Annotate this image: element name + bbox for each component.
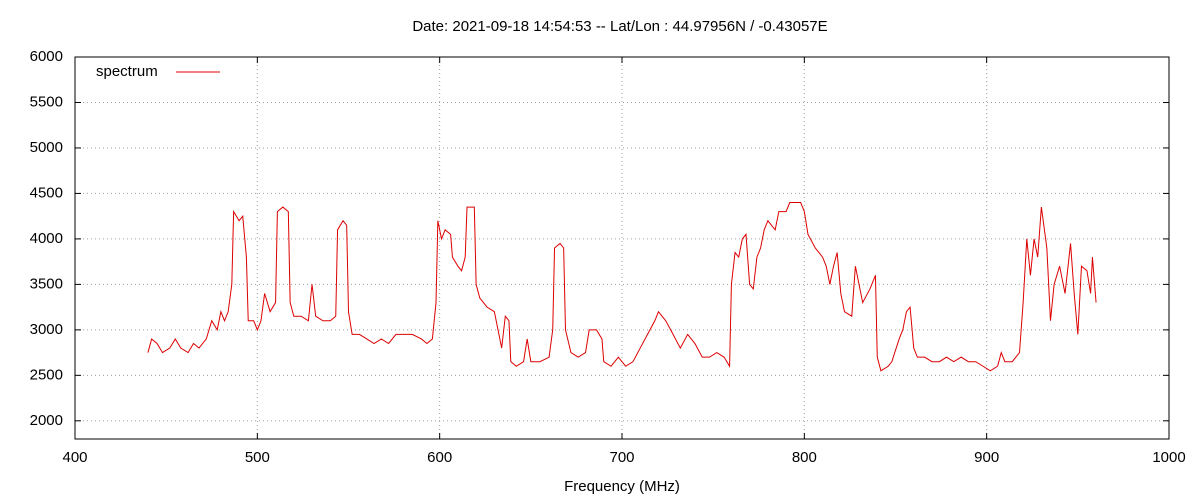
spectrum-line bbox=[147, 202, 1097, 372]
chart-title: Date: 2021-09-18 14:54:53 -- Lat/Lon : 4… bbox=[412, 18, 827, 35]
legend-label: spectrum bbox=[96, 63, 158, 80]
x-tick-label: 1000 bbox=[1152, 449, 1185, 466]
y-tick-label: 2500 bbox=[30, 366, 63, 383]
x-tick-label: 800 bbox=[792, 449, 817, 466]
x-tick-label: 700 bbox=[609, 449, 634, 466]
plot-border bbox=[74, 56, 1170, 440]
x-tick-label: 400 bbox=[62, 449, 87, 466]
x-tick-label: 900 bbox=[974, 449, 999, 466]
y-tick-label: 5500 bbox=[30, 93, 63, 110]
x-tick-label: 600 bbox=[427, 449, 452, 466]
y-tick-label: 4500 bbox=[30, 184, 63, 201]
y-tick-label: 4000 bbox=[30, 230, 63, 247]
y-tick-label: 5000 bbox=[30, 139, 63, 156]
y-tick-label: 6000 bbox=[30, 48, 63, 65]
x-tick-label: 500 bbox=[245, 449, 270, 466]
x-axis-label: Frequency (MHz) bbox=[564, 478, 680, 495]
y-tick-label: 3500 bbox=[30, 275, 63, 292]
y-tick-label: 3000 bbox=[30, 321, 63, 338]
y-tick-label: 2000 bbox=[30, 412, 63, 429]
